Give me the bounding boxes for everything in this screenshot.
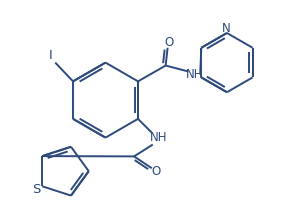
- Text: NH: NH: [186, 68, 203, 81]
- Text: S: S: [32, 183, 41, 196]
- Text: NH: NH: [150, 131, 168, 144]
- Text: O: O: [151, 165, 160, 178]
- Text: O: O: [164, 36, 173, 49]
- Text: I: I: [48, 49, 52, 62]
- Text: N: N: [222, 22, 230, 34]
